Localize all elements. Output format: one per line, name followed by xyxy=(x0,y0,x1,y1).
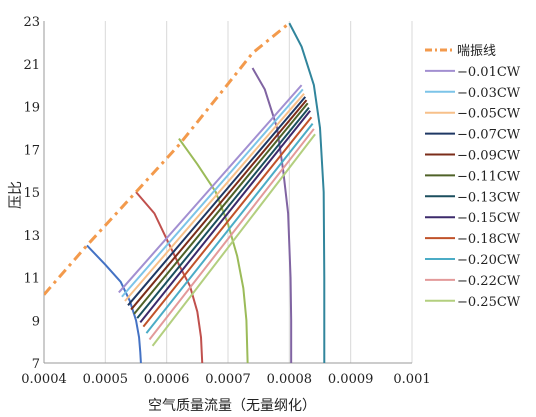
y-axis-ticks: 7 9 11 13 15 17 19 21 23 xyxy=(23,15,40,372)
y-tick-label: 17 xyxy=(23,143,40,158)
x-tick-label: 0.0008 xyxy=(267,372,313,387)
y-tick-label: 15 xyxy=(23,186,40,201)
x-tick-label: 0.0009 xyxy=(328,372,374,387)
series-line xyxy=(118,84,303,294)
legend-label: −0.05CW xyxy=(457,107,521,122)
series-line xyxy=(124,93,305,302)
series-line xyxy=(142,116,313,328)
y-tick-label: 19 xyxy=(23,101,40,116)
legend-label: −0.18CW xyxy=(457,232,521,247)
y-tick-label: 21 xyxy=(23,58,40,73)
series-line xyxy=(136,106,310,319)
characteristic-curve xyxy=(288,22,326,363)
plot-grid xyxy=(43,21,413,364)
legend-label: −0.09CW xyxy=(457,149,521,164)
characteristic-curve xyxy=(251,67,293,363)
legend-label: −0.01CW xyxy=(457,65,521,80)
series-line xyxy=(133,102,309,315)
legend-label: −0.03CW xyxy=(457,86,521,101)
legend-label: −0.20CW xyxy=(457,253,521,268)
legend: 喘振线 −0.01CW −0.03CW −0.05CW −0.07CW −0.09CW −0… xyxy=(425,43,521,310)
plot-series xyxy=(44,21,326,363)
legend-label: −0.22CW xyxy=(457,274,521,289)
x-tick-label: 0.0006 xyxy=(144,372,190,387)
y-tick-label: 9 xyxy=(32,314,40,329)
series-line xyxy=(148,128,315,341)
characteristic-curve xyxy=(86,244,142,363)
y-tick-label: 13 xyxy=(23,229,40,244)
surge-line xyxy=(44,21,291,296)
legend-label: −0.15CW xyxy=(457,211,521,226)
x-tick-label: 0.0004 xyxy=(21,372,67,387)
legend-label: −0.07CW xyxy=(457,128,521,143)
series-line xyxy=(121,88,304,298)
legend-label: 喘振线 xyxy=(457,43,496,59)
series-line xyxy=(151,133,316,347)
y-tick-label: 23 xyxy=(23,15,40,30)
series-line xyxy=(130,99,308,311)
legend-label: −0.13CW xyxy=(457,190,521,205)
legend-label: −0.25CW xyxy=(457,295,521,310)
series-line xyxy=(145,122,314,334)
y-tick-label: 11 xyxy=(23,272,40,287)
series-line xyxy=(139,110,311,324)
series-line xyxy=(127,96,307,306)
legend-label: −0.11CW xyxy=(457,169,521,184)
y-axis-label: 压比 xyxy=(8,181,24,209)
x-tick-label: 0.001 xyxy=(393,372,430,387)
x-tick-label: 0.0005 xyxy=(83,372,129,387)
x-tick-label: 0.0007 xyxy=(205,372,251,387)
x-axis-ticks: 0.0004 0.0005 0.0006 0.0007 0.0008 0.0009 0.00… xyxy=(21,372,430,387)
x-axis-label: 空气质量流量（无量纲化） xyxy=(148,398,316,414)
y-tick-label: 7 xyxy=(32,357,40,372)
